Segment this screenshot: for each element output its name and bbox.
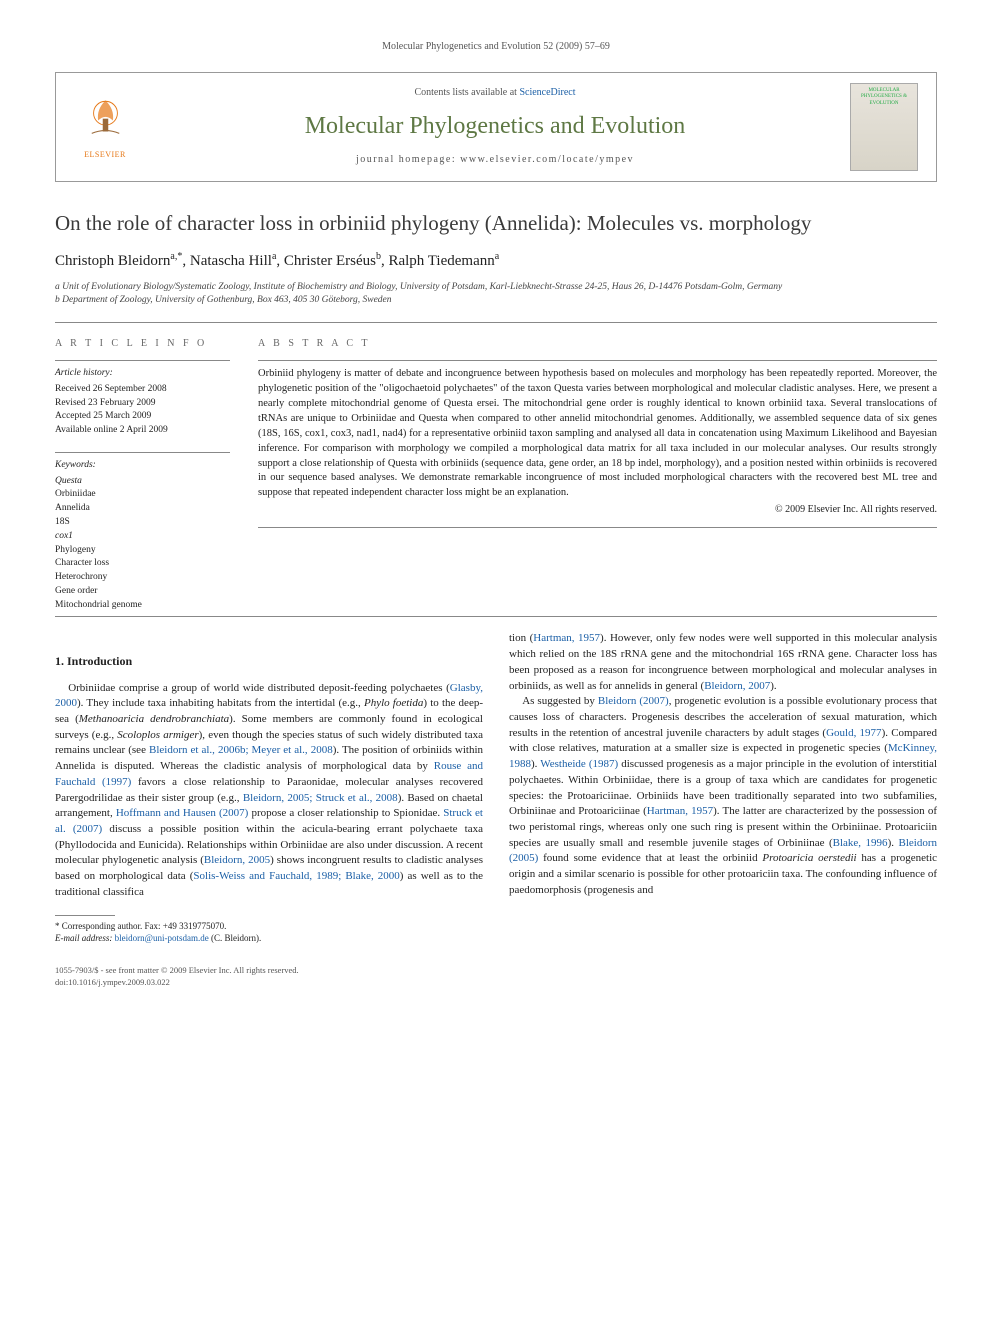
- text: ). They include taxa inhabiting habitats…: [77, 697, 364, 709]
- keyword: Questa: [55, 475, 230, 489]
- homepage-url: www.elsevier.com/locate/ympev: [460, 154, 634, 165]
- keyword: Heterochrony: [55, 571, 230, 585]
- homepage-prefix: journal homepage:: [356, 154, 460, 165]
- affiliation: a Unit of Evolutionary Biology/Systemati…: [55, 281, 937, 294]
- text: tion (: [509, 632, 533, 644]
- author-sup: a: [272, 251, 276, 262]
- email-label: E-mail address:: [55, 933, 115, 943]
- taxon-name: Scoloplos armiger: [117, 729, 198, 741]
- body-paragraph: tion (Hartman, 1957). However, only few …: [509, 631, 937, 694]
- page-footer: 1055-7903/$ - see front matter © 2009 El…: [55, 965, 937, 989]
- text: found some evidence that at least the or…: [538, 852, 762, 864]
- author-sup: a: [495, 251, 499, 262]
- abstract-text: Orbiniid phylogeny is matter of debate a…: [258, 367, 937, 501]
- keyword: Mitochondrial genome: [55, 599, 230, 613]
- article-info-heading: A R T I C L E I N F O: [55, 337, 230, 351]
- text: propose a closer relationship to Spionid…: [248, 807, 443, 819]
- keyword: 18S: [55, 516, 230, 530]
- keyword: Gene order: [55, 585, 230, 599]
- author-sup: a,*: [170, 251, 182, 262]
- citation-link[interactable]: Westheide (1987): [540, 758, 618, 770]
- elsevier-tree-icon: [78, 93, 133, 148]
- article-info-column: A R T I C L E I N F O Article history: R…: [55, 337, 230, 613]
- article-body: 1. Introduction Orbiniidae comprise a gr…: [55, 631, 937, 944]
- front-matter-line: 1055-7903/$ - see front matter © 2009 El…: [55, 965, 937, 977]
- divider: [55, 322, 937, 323]
- journal-header: Molecular Phylogenetics and Evolution 52…: [55, 40, 937, 54]
- history-label: Article history:: [55, 367, 230, 381]
- email-suffix: (C. Bleidorn).: [209, 933, 262, 943]
- article-title: On the role of character loss in orbinii…: [55, 210, 937, 236]
- history-line: Revised 23 February 2009: [55, 397, 230, 411]
- corresponding-author: * Corresponding author. Fax: +49 3319775…: [55, 920, 483, 933]
- contents-prefix: Contents lists available at: [414, 87, 519, 98]
- publisher-logo-block: ELSEVIER: [70, 93, 140, 161]
- doi-line: doi:10.1016/j.ympev.2009.03.022: [55, 977, 937, 989]
- citation-link[interactable]: Gould, 1977: [826, 727, 881, 739]
- taxon-name: Phylo foetida: [364, 697, 423, 709]
- keyword: cox1: [55, 530, 230, 544]
- elsevier-wordmark: ELSEVIER: [70, 150, 140, 161]
- text: ).: [770, 680, 776, 692]
- affiliations: a Unit of Evolutionary Biology/Systemati…: [55, 281, 937, 308]
- keyword: Annelida: [55, 502, 230, 516]
- journal-banner: ELSEVIER Contents lists available at Sci…: [55, 72, 937, 182]
- citation-link[interactable]: Hartman, 1957: [647, 805, 713, 817]
- keyword: Character loss: [55, 557, 230, 571]
- affiliation: b Department of Zoology, University of G…: [55, 294, 937, 307]
- journal-name: Molecular Phylogenetics and Evolution: [140, 110, 850, 142]
- keywords-block: Keywords: Questa Orbiniidae Annelida 18S…: [55, 459, 230, 612]
- author-list: Christoph Bleidorna,*, Natascha Hilla, C…: [55, 250, 937, 271]
- citation-link[interactable]: Bleidorn (2007): [598, 695, 669, 707]
- divider: [55, 360, 230, 361]
- text: ).: [888, 837, 899, 849]
- cover-thumbnail-block: MOLECULAR PHYLOGENETICS & EVOLUTION: [850, 83, 922, 171]
- history-line: Accepted 25 March 2009: [55, 410, 230, 424]
- keyword: Orbiniidae: [55, 488, 230, 502]
- citation-link[interactable]: Bleidorn, 2007: [704, 680, 770, 692]
- contents-available-line: Contents lists available at ScienceDirec…: [140, 86, 850, 100]
- keyword: Phylogeny: [55, 544, 230, 558]
- email-link[interactable]: bleidorn@uni-potsdam.de: [115, 933, 209, 943]
- author: Ralph Tiedemann: [388, 253, 494, 269]
- history-line: Received 26 September 2008: [55, 383, 230, 397]
- citation-link[interactable]: Solis-Weiss and Fauchald, 1989; Blake, 2…: [193, 870, 399, 882]
- abstract-heading: A B S T R A C T: [258, 337, 937, 351]
- citation-link[interactable]: Bleidorn, 2005; Struck et al., 2008: [243, 792, 398, 804]
- text: ).: [531, 758, 540, 770]
- history-line: Available online 2 April 2009: [55, 424, 230, 438]
- author: Christer Erséus: [284, 253, 376, 269]
- divider: [258, 527, 937, 528]
- citation-link[interactable]: Bleidorn et al., 2006b; Meyer et al., 20…: [149, 744, 333, 756]
- citation-link[interactable]: Hoffmann and Hausen (2007): [116, 807, 249, 819]
- divider: [258, 360, 937, 361]
- journal-cover-thumb: MOLECULAR PHYLOGENETICS & EVOLUTION: [850, 83, 918, 171]
- citation-link[interactable]: Blake, 1996: [833, 837, 888, 849]
- article-history: Article history: Received 26 September 2…: [55, 367, 230, 438]
- meta-abstract-row: A R T I C L E I N F O Article history: R…: [55, 337, 937, 613]
- abstract-column: A B S T R A C T Orbiniid phylogeny is ma…: [258, 337, 937, 613]
- text: Orbiniidae comprise a group of world wid…: [68, 682, 450, 694]
- journal-homepage-line: journal homepage: www.elsevier.com/locat…: [140, 153, 850, 167]
- divider: [55, 616, 937, 617]
- citation-link[interactable]: Hartman, 1957: [533, 632, 600, 644]
- section-heading: 1. Introduction: [55, 653, 483, 670]
- divider: [55, 452, 230, 453]
- author-sup: b: [376, 251, 381, 262]
- text: As suggested by: [522, 695, 598, 707]
- author: Christoph Bleidorn: [55, 253, 170, 269]
- taxon-name: Methanoaricia dendrobranchiata: [79, 713, 229, 725]
- taxon-name: Protoaricia oerstedii: [762, 852, 856, 864]
- citation-link[interactable]: Bleidorn, 2005: [204, 854, 270, 866]
- footnotes: * Corresponding author. Fax: +49 3319775…: [55, 920, 483, 945]
- body-paragraph: Orbiniidae comprise a group of world wid…: [55, 681, 483, 901]
- copyright-line: © 2009 Elsevier Inc. All rights reserved…: [258, 503, 937, 517]
- author: Natascha Hill: [190, 253, 272, 269]
- sciencedirect-link[interactable]: ScienceDirect: [519, 87, 575, 98]
- body-paragraph: As suggested by Bleidorn (2007), progene…: [509, 694, 937, 898]
- banner-center: Contents lists available at ScienceDirec…: [140, 86, 850, 166]
- email-line: E-mail address: bleidorn@uni-potsdam.de …: [55, 932, 483, 945]
- footnote-separator: [55, 915, 115, 916]
- keywords-label: Keywords:: [55, 459, 230, 473]
